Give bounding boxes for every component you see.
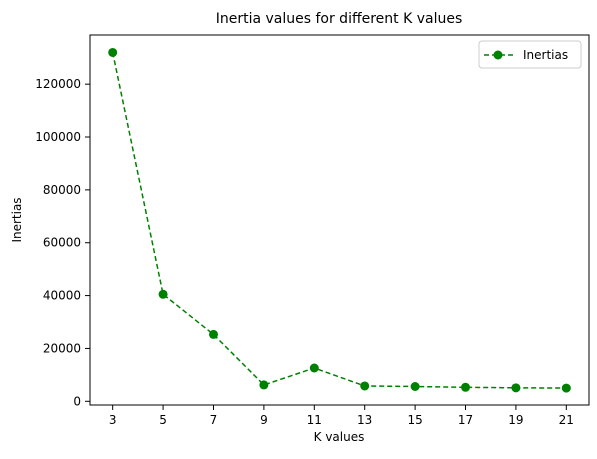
data-point — [561, 383, 571, 393]
series-group — [108, 47, 571, 393]
legend: Inertias — [478, 40, 582, 69]
legend-label: Inertias — [523, 48, 568, 62]
y-tick-label: 120000 — [35, 77, 81, 91]
y-tick-label: 80000 — [43, 183, 81, 197]
plot-area — [89, 34, 590, 406]
data-point — [511, 383, 521, 393]
y-tick-label: 40000 — [43, 289, 81, 303]
x-tick-label: 9 — [260, 413, 268, 427]
x-axis-ticks: 3 5 7 9 11 13 15 17 19 21 — [109, 405, 574, 427]
x-tick-label: 5 — [159, 413, 167, 427]
series-line-1 — [111, 52, 567, 389]
data-point — [461, 382, 471, 392]
y-axis-label: Inertias — [10, 197, 24, 242]
x-axis-label: K values — [314, 430, 365, 444]
plot-frame — [89, 34, 590, 406]
data-point — [108, 47, 118, 57]
x-tick-label: 11 — [307, 413, 322, 427]
y-axis-ticks: 0 20000 40000 60000 80000 100000 120000 — [35, 77, 90, 408]
y-tick-label: 0 — [73, 394, 81, 408]
x-tick-label: 19 — [508, 413, 523, 427]
y-tick-label: 100000 — [35, 130, 81, 144]
legend-box — [478, 40, 582, 69]
chart-title: Inertia values for different K values — [216, 11, 463, 27]
data-point — [259, 380, 269, 390]
y-tick-label: 60000 — [43, 236, 81, 250]
x-tick-label: 3 — [109, 413, 117, 427]
data-point — [410, 382, 420, 391]
data-point — [208, 329, 218, 339]
data-point — [360, 381, 370, 391]
x-tick-label: 15 — [407, 413, 422, 427]
data-point — [309, 363, 319, 373]
y-tick-label: 20000 — [43, 341, 81, 355]
x-tick-label: 7 — [210, 413, 218, 427]
legend-marker-sample — [493, 50, 503, 60]
x-tick-label: 21 — [559, 413, 574, 427]
x-tick-label: 13 — [357, 413, 372, 427]
data-point — [158, 289, 168, 299]
x-tick-label: 17 — [458, 413, 473, 427]
